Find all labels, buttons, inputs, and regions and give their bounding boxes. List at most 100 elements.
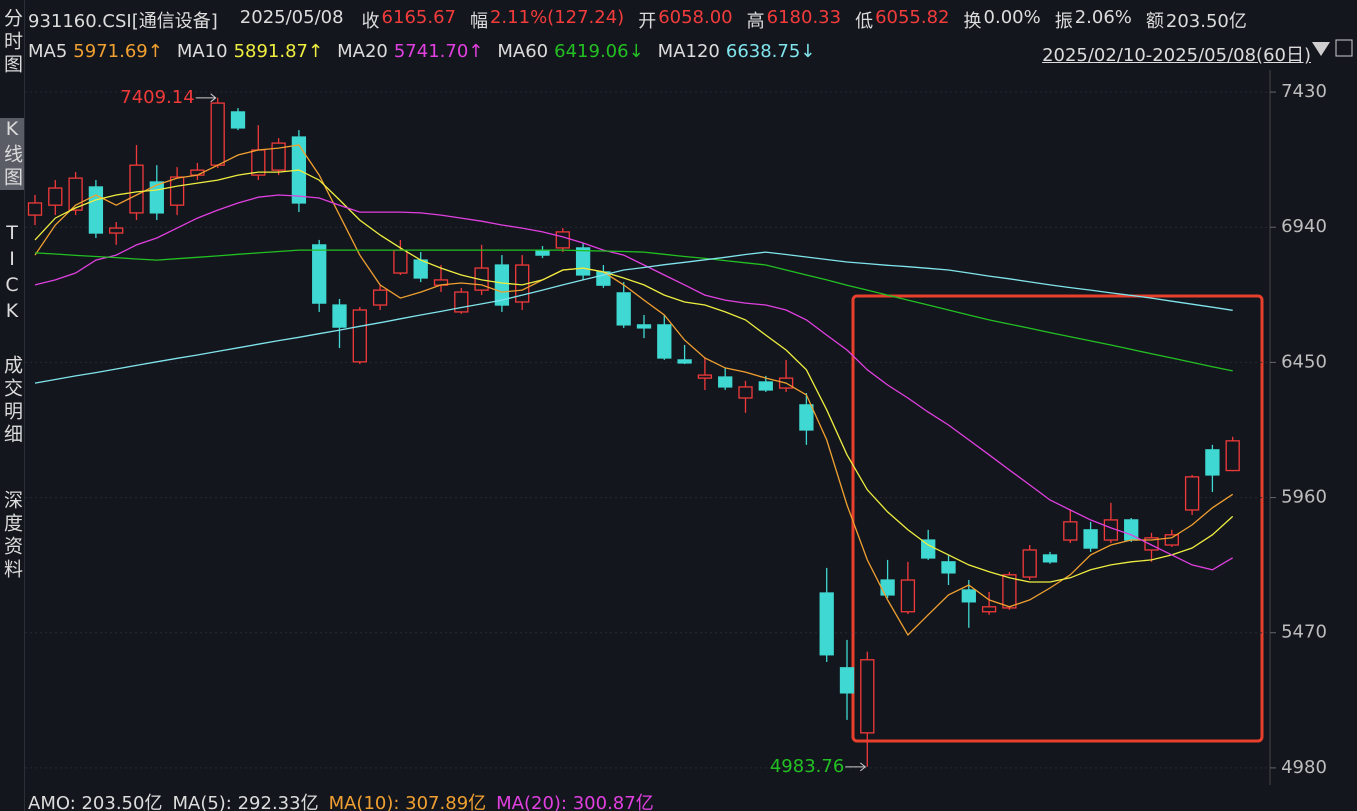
footer-item: AMO: 203.50亿 — [28, 793, 163, 811]
field-value: 0.00% — [983, 7, 1041, 28]
ma-value: 5891.87↑ — [233, 41, 324, 62]
candle-body — [372, 289, 388, 306]
candle-body — [48, 187, 63, 206]
y-tick-label: 7430 — [1281, 81, 1327, 102]
high-label: 7409.14 — [120, 87, 194, 108]
dropdown-icon[interactable] — [1312, 42, 1330, 56]
ma-name: MA5 — [28, 41, 68, 62]
tab[interactable]: K线图 — [0, 118, 24, 190]
candle-body — [677, 359, 692, 364]
candle-body — [636, 324, 652, 329]
date-range[interactable]: 2025/02/10-2025/05/08(60日) — [1042, 45, 1311, 66]
field-value: 6165.67 — [381, 7, 456, 28]
candle-body — [921, 539, 936, 559]
low-label: 4983.76 — [770, 756, 844, 777]
candle-body — [109, 227, 124, 234]
candle-body — [230, 111, 246, 129]
candle-body — [575, 247, 591, 276]
field-label: 额 — [1145, 11, 1164, 32]
candle-body — [413, 259, 428, 279]
ma-name: MA20 — [337, 41, 388, 62]
candle-body — [616, 292, 631, 326]
tab[interactable]: 深度资料 — [1, 490, 23, 582]
candle-body — [1164, 534, 1179, 546]
ma-line — [34, 249, 1233, 372]
low-arrow-head — [859, 762, 867, 772]
candle-body — [1063, 521, 1078, 541]
candle-body — [961, 589, 976, 603]
candle-body — [900, 579, 916, 613]
symbol: 931160.CSI[通信设备] — [28, 11, 218, 32]
window-icon[interactable] — [1335, 39, 1353, 57]
field-value: 6058.00 — [658, 7, 733, 28]
field-value: 6055.82 — [875, 7, 950, 28]
ma-name: MA120 — [657, 41, 720, 62]
ma-row: MA5 5971.69↑ MA10 5891.87↑ MA20 5741.70↑ MA60 6… — [28, 41, 829, 62]
y-tick-label: 6940 — [1281, 216, 1327, 237]
tab[interactable]: 成交明细 — [1, 355, 23, 447]
candle-body — [393, 249, 408, 274]
ma-value: 5741.70↑ — [393, 41, 484, 62]
field-value: 2.11%(127.24) — [489, 7, 625, 28]
candle-body — [129, 164, 144, 214]
field-label: 振 — [1054, 11, 1073, 32]
highlight-box — [851, 294, 1264, 743]
field-label: 收 — [361, 11, 380, 32]
candle-body — [88, 186, 104, 234]
date: 2025/05/08 — [239, 7, 344, 28]
side-tabs: 分时图 K线图 TICK 成交明细深度资料 — [0, 0, 25, 811]
candle-body — [27, 202, 43, 216]
candle-body — [535, 249, 550, 256]
candle-body — [555, 231, 570, 249]
ma-value: 5971.69↑ — [73, 41, 163, 62]
candle-body — [1002, 574, 1017, 609]
field-label: 换 — [963, 11, 982, 32]
candle-body — [1184, 476, 1200, 511]
ma-name: MA60 — [497, 41, 549, 62]
ma-value: 6419.06↓ — [554, 41, 644, 62]
tab[interactable]: 分时图 — [1, 8, 23, 77]
candle-body — [819, 592, 834, 656]
candle-body — [839, 667, 855, 694]
field-label: 开 — [638, 11, 657, 32]
field-label: 幅 — [469, 11, 488, 32]
candle-body — [1205, 449, 1220, 476]
candle-body — [332, 304, 347, 328]
candle-body — [312, 244, 327, 304]
candle-body — [657, 324, 672, 359]
candle-body — [697, 374, 713, 379]
candle-body — [941, 561, 956, 574]
candle-body — [860, 659, 875, 734]
candle-body — [169, 176, 185, 206]
candle-body — [1225, 440, 1240, 472]
ma-value: 6638.75↓ — [725, 41, 816, 62]
high-arrow-head — [210, 93, 217, 103]
candle-body — [799, 404, 814, 431]
field-label: 高 — [746, 11, 765, 32]
ma-line — [34, 169, 1234, 583]
footer-item: MA(20): 300.87亿 — [496, 793, 654, 811]
candle-body — [1022, 549, 1037, 578]
field-value: 203.50亿 — [1165, 11, 1247, 32]
y-tick-label: 5960 — [1281, 487, 1327, 508]
tab[interactable]: TICK — [1, 222, 23, 326]
candle-body — [251, 149, 266, 176]
footer-row: AMO: 203.50亿 MA(5): 292.33亿 MA(10): 307.89… — [28, 789, 664, 811]
ma-line — [34, 194, 1234, 571]
ma-line — [34, 251, 1233, 384]
y-tick-label: 6450 — [1281, 351, 1327, 372]
candle-body — [758, 381, 773, 391]
candle-body — [352, 309, 367, 363]
candle-body — [718, 376, 733, 388]
ma-line — [34, 144, 1234, 636]
field-label: 低 — [855, 11, 874, 32]
field-value: 6180.33 — [766, 7, 842, 28]
candle-body — [738, 386, 753, 399]
ma-name: MA10 — [176, 41, 228, 62]
footer-item: MA(5): 292.33亿 — [172, 793, 319, 811]
candle-body — [1083, 529, 1098, 549]
y-tick-label: 4980 — [1281, 757, 1327, 778]
candle-body — [271, 142, 286, 171]
